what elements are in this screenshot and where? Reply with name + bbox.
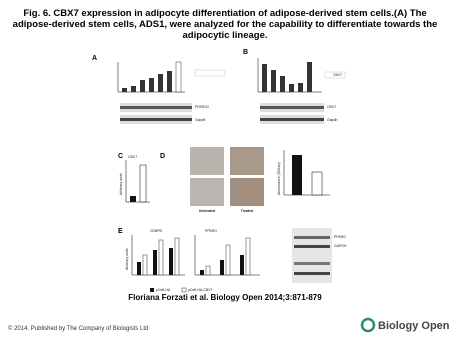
figure: A PPARG2 Gapdh B CBX7 CBX7 Gapdh C CBX7 … xyxy=(92,49,347,293)
legend-label: CBX7 xyxy=(333,73,342,77)
panel-label: A xyxy=(92,55,97,62)
bar xyxy=(292,155,302,195)
slide-title: Fig. 6. CBX7 expression in adipocyte dif… xyxy=(12,8,438,41)
bar xyxy=(130,196,136,202)
bar xyxy=(311,171,323,196)
chart-title: PPARG xyxy=(205,229,217,233)
axis-label: Arbitrary units xyxy=(119,173,123,195)
panel-label: C xyxy=(118,153,123,160)
blot-label: CBX7 xyxy=(327,105,336,109)
blot-label: GAPDH xyxy=(334,244,347,248)
panel-label: B xyxy=(243,49,248,56)
title-box: Fig. 6. CBX7 expression in adipocyte dif… xyxy=(12,8,438,41)
blot-label: Gapdh xyxy=(195,118,206,122)
chart-a xyxy=(117,61,185,93)
legend-label: pCefl-HA-CBX7 xyxy=(188,288,213,292)
logo: Biology Open xyxy=(378,320,450,332)
chart-b xyxy=(257,58,322,93)
axis-label: Absorbance (500nm) xyxy=(277,162,281,195)
copyright: © 2014. Published by The Company of Biol… xyxy=(8,325,148,332)
legend-label: pCefl-HA xyxy=(156,288,171,292)
chart-e xyxy=(131,235,260,276)
image-label: Treated xyxy=(241,209,253,213)
caption: Floriana Forzati et al. Biology Open 201… xyxy=(128,293,322,302)
chart-title: CEBPB xyxy=(150,229,163,233)
panel-label: D xyxy=(160,153,165,160)
bar xyxy=(139,164,147,203)
blot-label: Gapdh xyxy=(327,118,338,122)
chart-title: CBX7 xyxy=(128,155,137,159)
blot-label: PPARG2 xyxy=(195,105,209,109)
image-label: Untreated xyxy=(199,209,215,213)
panel-label: E xyxy=(118,228,123,235)
blot-label: PPARG xyxy=(334,235,346,239)
logo-icon xyxy=(360,317,376,333)
axis-label: Arbitrary units xyxy=(125,248,129,270)
